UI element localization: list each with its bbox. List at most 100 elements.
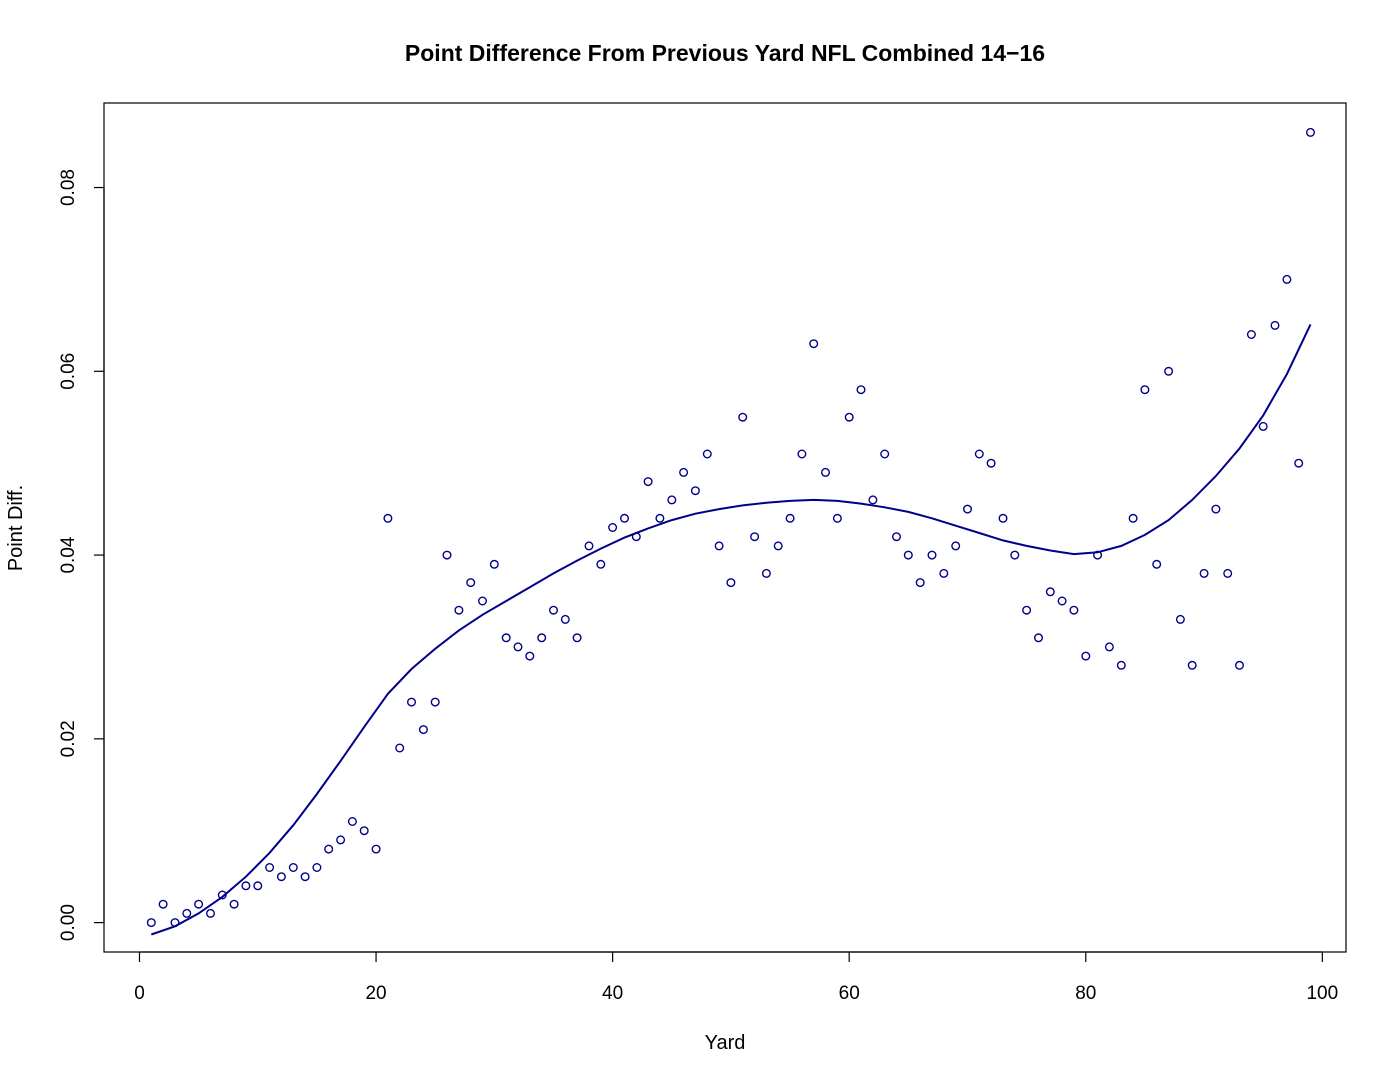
data-point: [620, 513, 630, 523]
data-point: [667, 495, 677, 505]
data-point: [1033, 633, 1043, 643]
data-point: [1045, 587, 1055, 597]
x-tick-label: 60: [839, 983, 860, 1004]
data-point: [974, 449, 984, 459]
data-point: [241, 881, 251, 891]
data-point: [868, 495, 878, 505]
x-axis-label: Yard: [705, 1032, 746, 1054]
data-point: [832, 513, 842, 523]
data-point: [288, 863, 298, 873]
data-point: [1211, 504, 1221, 514]
data-point: [560, 614, 570, 624]
data-point: [501, 633, 511, 643]
data-point: [276, 872, 286, 882]
data-point: [1234, 660, 1244, 670]
data-point: [785, 513, 795, 523]
fit-line-group: [150, 323, 1312, 936]
data-point: [821, 467, 831, 477]
data-point: [229, 899, 239, 909]
data-point: [773, 541, 783, 551]
plot-frame: [103, 102, 1347, 953]
x-tick-label: 100: [1306, 983, 1338, 1004]
data-point: [714, 541, 724, 551]
data-point: [903, 550, 913, 560]
data-point: [572, 633, 582, 643]
data-point: [690, 486, 700, 496]
data-point: [253, 881, 263, 891]
data-point: [643, 477, 653, 487]
y-tick-label: 0.04: [58, 536, 79, 573]
data-point: [194, 899, 204, 909]
data-point: [986, 458, 996, 468]
y-axis: 0.00 0.02 0.04 0.06 0.08: [58, 169, 105, 941]
y-tick-label: 0.02: [58, 720, 79, 757]
data-point: [1104, 642, 1114, 652]
data-point: [146, 918, 156, 928]
data-point: [347, 817, 357, 827]
data-point: [1294, 458, 1304, 468]
data-point: [158, 899, 168, 909]
data-point: [1069, 605, 1079, 615]
data-point: [856, 385, 866, 395]
x-axis: 0 20 40 60 80 100: [134, 951, 1338, 1004]
data-point: [1152, 559, 1162, 569]
data-point: [537, 633, 547, 643]
y-tick-label: 0.00: [58, 904, 79, 941]
data-point: [844, 412, 854, 422]
x-tick-label: 40: [602, 983, 623, 1004]
data-point: [951, 541, 961, 551]
data-point: [430, 697, 440, 707]
data-point: [809, 339, 819, 349]
data-point: [584, 541, 594, 551]
data-point: [217, 890, 227, 900]
data-point: [927, 550, 937, 560]
data-point: [300, 872, 310, 882]
data-point: [1223, 568, 1233, 578]
data-point: [418, 725, 428, 735]
data-point: [442, 550, 452, 560]
x-tick-label: 20: [365, 983, 386, 1004]
data-point: [892, 532, 902, 542]
data-point: [679, 467, 689, 477]
x-tick-label: 0: [134, 983, 145, 1004]
data-point: [489, 559, 499, 569]
data-point: [1187, 660, 1197, 670]
data-point: [915, 578, 925, 588]
data-point: [454, 605, 464, 615]
data-point: [1128, 513, 1138, 523]
data-point: [1164, 366, 1174, 376]
data-point: [631, 532, 641, 542]
data-point: [513, 642, 523, 652]
data-point: [205, 908, 215, 918]
data-point: [336, 835, 346, 845]
data-point: [963, 504, 973, 514]
data-point: [738, 412, 748, 422]
y-tick-label: 0.08: [58, 169, 79, 206]
data-point: [525, 651, 535, 661]
y-tick-label: 0.06: [58, 353, 79, 390]
data-point: [182, 908, 192, 918]
data-point: [395, 743, 405, 753]
data-point: [1022, 605, 1032, 615]
data-point: [702, 449, 712, 459]
data-point: [1270, 320, 1280, 330]
data-point: [1199, 568, 1209, 578]
data-point: [726, 578, 736, 588]
data-point: [371, 844, 381, 854]
data-point: [1081, 651, 1091, 661]
data-point: [324, 844, 334, 854]
data-point: [761, 568, 771, 578]
chart-title: Point Difference From Previous Yard NFL …: [405, 40, 1045, 66]
data-point: [478, 596, 488, 606]
fit-line: [150, 323, 1312, 936]
data-point: [1057, 596, 1067, 606]
data-point: [1010, 550, 1020, 560]
data-point: [407, 697, 417, 707]
data-point: [1175, 614, 1185, 624]
y-axis-label: Point Diff.: [5, 485, 27, 571]
data-point: [608, 523, 618, 533]
data-point: [1093, 550, 1103, 560]
data-point: [312, 863, 322, 873]
data-point: [359, 826, 369, 836]
